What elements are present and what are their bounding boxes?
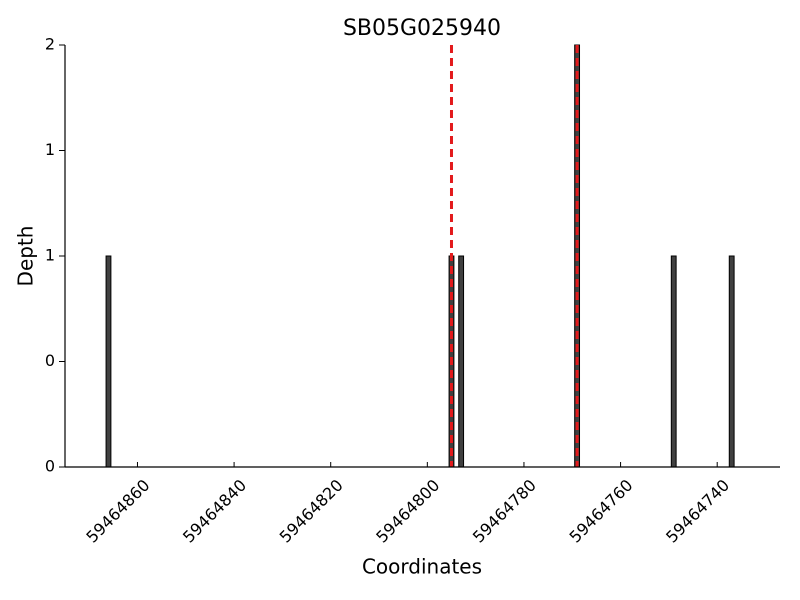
x-tick-label: 59464740 (662, 476, 733, 547)
x-tick-label: 59464840 (179, 476, 250, 547)
bar (458, 255, 465, 468)
y-tick-label: 2 (45, 35, 55, 54)
chart-title: SB05G025940 (343, 16, 501, 41)
y-tick-label: 0 (45, 351, 55, 370)
x-tick-label: 59464760 (566, 476, 637, 547)
x-tick-label: 59464800 (372, 476, 443, 547)
x-axis-label: Coordinates (362, 555, 482, 579)
y-tick-label: 1 (45, 246, 55, 265)
x-tick-label: 59464780 (469, 476, 540, 547)
bar (105, 255, 112, 468)
y-tick-label: 0 (45, 457, 55, 476)
bar (670, 255, 677, 468)
y-tick-label: 1 (45, 140, 55, 159)
y-axis-label: Depth (14, 226, 38, 287)
bar (728, 255, 735, 468)
x-tick-label: 59464820 (276, 476, 347, 547)
x-tick-label: 59464860 (82, 476, 153, 547)
